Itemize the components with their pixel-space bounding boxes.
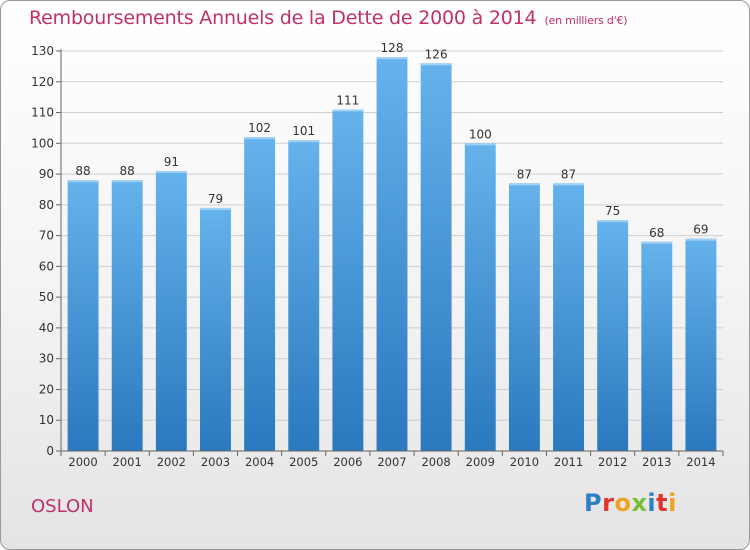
data-label: 111: [336, 93, 359, 107]
bar-highlight: [376, 57, 408, 60]
data-label: 75: [605, 204, 620, 218]
x-tick-label: 2009: [466, 455, 495, 469]
bar-highlight: [420, 63, 452, 66]
bar: [464, 143, 496, 452]
bar: [376, 57, 408, 452]
x-tick-label: 2012: [598, 455, 627, 469]
logo-letter: x: [631, 489, 648, 517]
y-tick-label: 100: [31, 136, 54, 150]
bar: [685, 238, 717, 451]
bar-highlight: [111, 180, 143, 183]
data-label: 87: [561, 167, 576, 181]
data-label: 69: [693, 223, 708, 237]
y-tick-label: 90: [39, 167, 54, 181]
bar: [332, 109, 364, 451]
chart-title-text: Remboursements Annuels de la Dette de 20…: [29, 7, 537, 29]
data-label: 100: [469, 127, 492, 141]
bar-highlight: [685, 238, 717, 241]
data-label: 101: [292, 124, 315, 138]
logo-letter: i: [668, 489, 677, 517]
data-label: 68: [649, 226, 664, 240]
proxiti-logo: Proxiti: [584, 489, 677, 517]
x-tick-label: 2008: [421, 455, 450, 469]
bar: [597, 220, 629, 451]
bar: [641, 241, 673, 451]
y-tick-label: 0: [46, 444, 54, 458]
y-tick-label: 120: [31, 75, 54, 89]
bar-highlight: [67, 180, 99, 183]
bar-highlight: [597, 220, 629, 223]
bar-highlight: [464, 143, 496, 146]
x-tick-label: 2004: [245, 455, 274, 469]
logo-letter: o: [614, 489, 632, 517]
x-tick-label: 2002: [157, 455, 186, 469]
data-label: 87: [517, 167, 532, 181]
y-tick-label: 130: [31, 44, 54, 58]
logo-letter: i: [647, 489, 657, 517]
bar: [155, 171, 187, 451]
data-label: 88: [120, 164, 135, 178]
bar: [244, 137, 276, 451]
bar-highlight: [508, 183, 540, 186]
place-name: OSLON: [31, 496, 94, 517]
bar: [553, 183, 584, 452]
data-label: 88: [75, 164, 90, 178]
x-tick-label: 2003: [201, 455, 230, 469]
bar-highlight: [200, 207, 231, 210]
bar: [420, 63, 452, 452]
y-tick-label: 80: [39, 198, 54, 212]
y-tick-label: 70: [39, 229, 54, 243]
bar: [288, 140, 320, 451]
bar: [200, 207, 231, 451]
x-tick-label: 2011: [554, 455, 583, 469]
bar: [508, 183, 540, 452]
bar-chart: 88 88 91 79 102 101 111 128 126 100 87 87 75 68 69 0 10…: [31, 41, 724, 469]
logo-letter: t: [656, 489, 669, 517]
bar-highlight: [641, 241, 673, 244]
x-tick-label: 2014: [686, 455, 715, 469]
bar-highlight: [288, 140, 320, 143]
data-label: 126: [425, 47, 448, 61]
x-tick-label: 2001: [113, 455, 142, 469]
unit-note: (en milliers d'€): [544, 14, 628, 27]
bar-highlight: [553, 183, 584, 186]
x-tick-label: 2000: [68, 455, 97, 469]
chart-title: Remboursements Annuels de la Dette de 20…: [29, 7, 628, 29]
y-tick-label: 40: [39, 321, 54, 335]
bar: [67, 180, 99, 451]
y-tick-label: 60: [39, 259, 54, 273]
data-label: 102: [248, 121, 271, 135]
logo-letter: P: [584, 489, 603, 517]
logo-letter: r: [602, 489, 615, 517]
data-label: 79: [208, 192, 223, 206]
x-tick-label: 2005: [289, 455, 318, 469]
y-tick-label: 10: [39, 413, 54, 427]
data-label: 91: [164, 155, 179, 169]
x-tick-label: 2006: [333, 455, 362, 469]
bar-highlight: [332, 109, 364, 112]
y-tick-label: 110: [31, 106, 54, 120]
x-tick-label: 2013: [642, 455, 671, 469]
x-tick-label: 2010: [510, 455, 539, 469]
bar-highlight: [155, 171, 187, 173]
bar-highlight: [244, 137, 276, 140]
x-tick-label: 2007: [377, 455, 406, 469]
y-tick-label: 30: [39, 352, 54, 366]
y-tick-label: 50: [39, 290, 54, 304]
bar: [111, 180, 143, 451]
y-tick-label: 20: [39, 382, 54, 396]
data-label: 128: [381, 41, 404, 55]
